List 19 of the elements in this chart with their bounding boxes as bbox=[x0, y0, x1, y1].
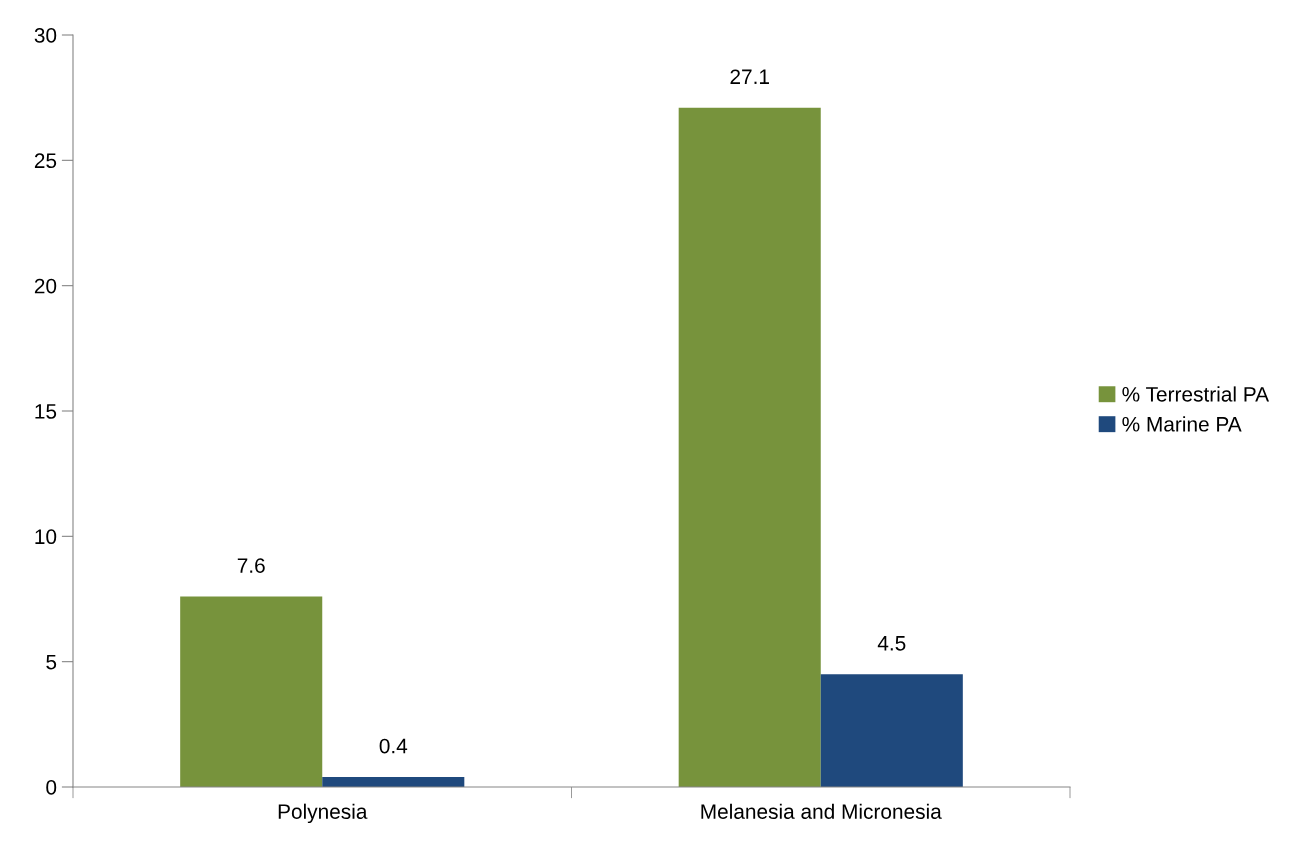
data-label: 0.4 bbox=[379, 738, 408, 754]
bar bbox=[322, 776, 465, 787]
y-tick-label: 5 bbox=[46, 654, 57, 670]
data-label: 7.6 bbox=[237, 558, 265, 573]
y-tick-label: 25 bbox=[34, 153, 57, 169]
y-tick-label: 20 bbox=[34, 278, 57, 294]
legend-label: % Terrestrial PA bbox=[1122, 386, 1270, 402]
bar bbox=[180, 596, 323, 787]
bar bbox=[820, 674, 963, 787]
data-label: 4.5 bbox=[877, 636, 906, 651]
y-tick-label: 30 bbox=[34, 28, 57, 43]
data-label: 27.1 bbox=[730, 69, 769, 84]
x-tick-label: Polynesia bbox=[278, 803, 368, 824]
x-tick-label: Melanesia and Micronesia bbox=[701, 803, 942, 819]
legend-label: % Marine PA bbox=[1122, 416, 1242, 432]
bar bbox=[678, 107, 821, 787]
y-tick-label: 0 bbox=[46, 780, 57, 795]
y-tick-label: 10 bbox=[35, 529, 57, 545]
y-tick-label: 15 bbox=[35, 404, 57, 419]
